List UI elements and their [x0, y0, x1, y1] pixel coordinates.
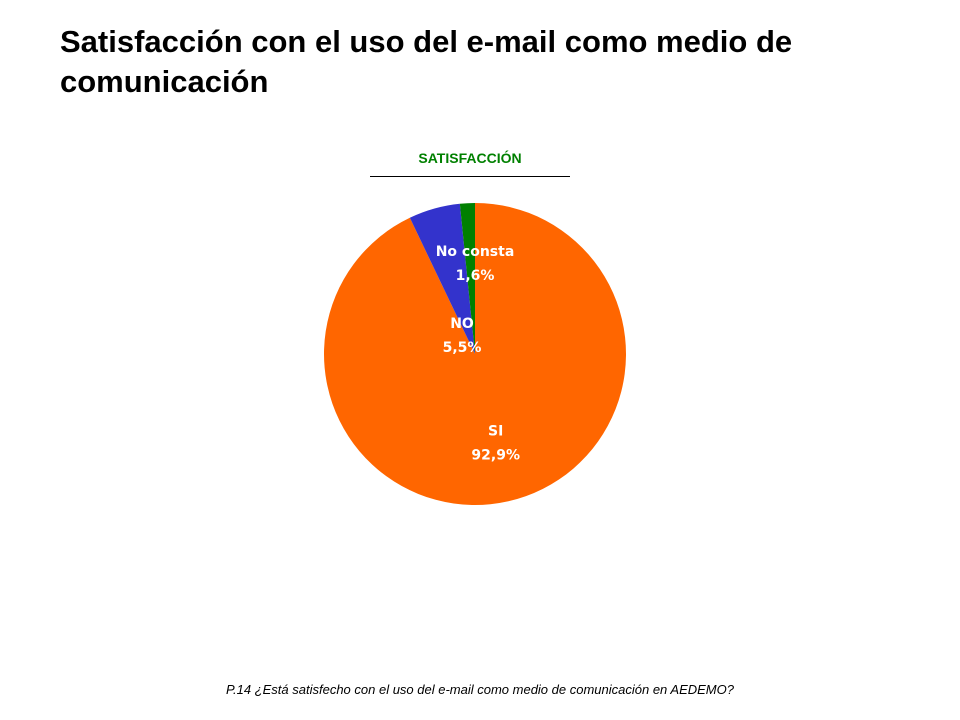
chart-title: SATISFACCIÓN: [418, 150, 522, 166]
pie-slice-no-consta: [459, 203, 475, 354]
slice-label-no-consta: No consta: [436, 244, 515, 260]
survey-question-footnote: P.14 ¿Está satisfecho con el uso del e-m…: [226, 682, 734, 697]
slice-label-no: NO: [450, 316, 474, 332]
pie-chart-svg: SI 92,9% NO 5,5% No consta 1,6%: [324, 203, 626, 505]
page-title: Satisfacción con el uso del e-mail como …: [60, 24, 793, 99]
slice-value-no-consta: 1,6%: [456, 268, 495, 284]
pie-slices: [324, 203, 626, 505]
pie-chart: SI 92,9% NO 5,5% No consta 1,6%: [300, 190, 650, 520]
pie-slice-no: [409, 203, 475, 354]
pie-labels: SI 92,9% NO 5,5% No consta 1,6%: [436, 244, 520, 463]
slice-label-si: SI: [488, 423, 503, 439]
chart-title-underline: [370, 176, 570, 177]
slice-value-si: 92,9%: [471, 447, 520, 463]
slice-value-no: 5,5%: [443, 340, 482, 356]
